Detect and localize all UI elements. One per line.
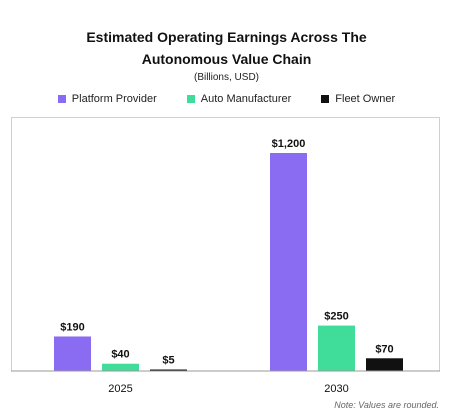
data-label-auto-manufacturer-2025: $40 — [111, 349, 129, 361]
chart-title-line-1: Estimated Operating Earnings Across The — [86, 29, 367, 45]
bar-fleet-owner-2025 — [150, 369, 187, 371]
chart-note: Note: Values are rounded. — [334, 400, 439, 410]
data-label-fleet-owner-2030: $70 — [375, 343, 393, 355]
bar-platform-provider-2030 — [270, 153, 307, 371]
x-tick-label-2030: 2030 — [324, 383, 348, 395]
chart-legend: Platform Provider Auto Manufacturer Flee… — [0, 93, 453, 105]
legend-label-auto-manufacturer: Auto Manufacturer — [200, 93, 292, 105]
legend-item-auto-manufacturer: Auto Manufacturer — [186, 93, 292, 105]
bar-fleet-owner-2030 — [366, 358, 403, 371]
legend-swatch-fleet-owner — [321, 95, 330, 103]
data-label-fleet-owner-2025: $5 — [162, 355, 174, 367]
x-tick-label-2025: 2025 — [108, 383, 132, 395]
chart-subtitle: (Billions, USD) — [193, 72, 259, 83]
bar-auto-manufacturer-2030 — [318, 325, 355, 371]
data-label-platform-provider-2025: $190 — [60, 321, 84, 333]
chart-title-block: Estimated Operating Earnings Across The … — [0, 26, 453, 85]
data-label-platform-provider-2030: $1,200 — [272, 138, 306, 150]
legend-swatch-platform-provider — [57, 95, 66, 103]
legend-label-fleet-owner: Fleet Owner — [335, 93, 396, 105]
data-label-auto-manufacturer-2030: $250 — [324, 311, 348, 323]
plot-frame — [11, 117, 440, 371]
legend-item-fleet-owner: Fleet Owner — [321, 93, 395, 105]
bar-auto-manufacturer-2025 — [102, 363, 139, 371]
chart-title-line-2: Autonomous Value Chain — [141, 51, 312, 67]
legend-label-platform-provider: Platform Provider — [71, 93, 157, 105]
legend-swatch-auto-manufacturer — [186, 95, 195, 103]
legend-item-platform-provider: Platform Provider — [57, 93, 157, 105]
bar-platform-provider-2025 — [54, 336, 91, 371]
